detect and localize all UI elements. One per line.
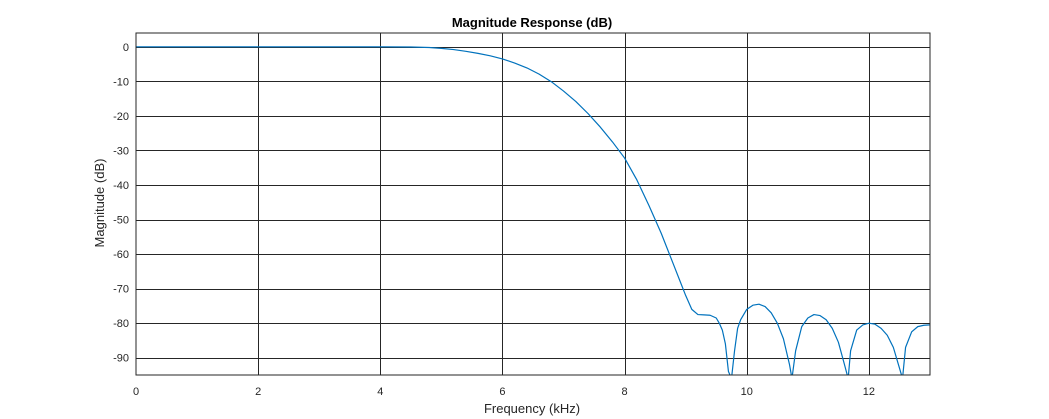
- x-tick-label: 2: [255, 386, 261, 398]
- y-tick-label: -60: [113, 249, 129, 261]
- y-tick-label: 0: [123, 42, 129, 54]
- series-layer: [136, 46, 930, 375]
- plot-frame: [135, 32, 931, 376]
- x-tick-label: 4: [377, 386, 383, 398]
- x-tick-label: 8: [622, 386, 628, 398]
- x-tick-label: 0: [133, 386, 139, 398]
- y-tick-label: -30: [113, 145, 129, 157]
- y-tick-label: -20: [113, 111, 129, 123]
- x-tick-label: 6: [499, 386, 505, 398]
- y-tick-label: -80: [113, 318, 129, 330]
- y-axis-label: Magnitude (dB): [92, 159, 107, 248]
- tick-labels: 0 2 4 6 8 10 12 0 -10 -20 -30 -40 -50 -60 -70 -80 -90: [113, 42, 875, 398]
- x-tick-label: 12: [863, 386, 875, 398]
- y-tick-label: -10: [113, 76, 129, 88]
- x-axis-label: Frequency (kHz): [484, 401, 580, 416]
- grid-lines: [136, 33, 930, 375]
- y-tick-label: -90: [113, 353, 129, 365]
- y-tick-label: -50: [113, 215, 129, 227]
- y-tick-label: -70: [113, 284, 129, 296]
- y-tick-label: -40: [113, 180, 129, 192]
- magnitude-series-line: [136, 46, 930, 375]
- chart-title: Magnitude Response (dB): [452, 15, 612, 30]
- x-tick-label: 10: [741, 386, 753, 398]
- plot-area: [136, 33, 930, 375]
